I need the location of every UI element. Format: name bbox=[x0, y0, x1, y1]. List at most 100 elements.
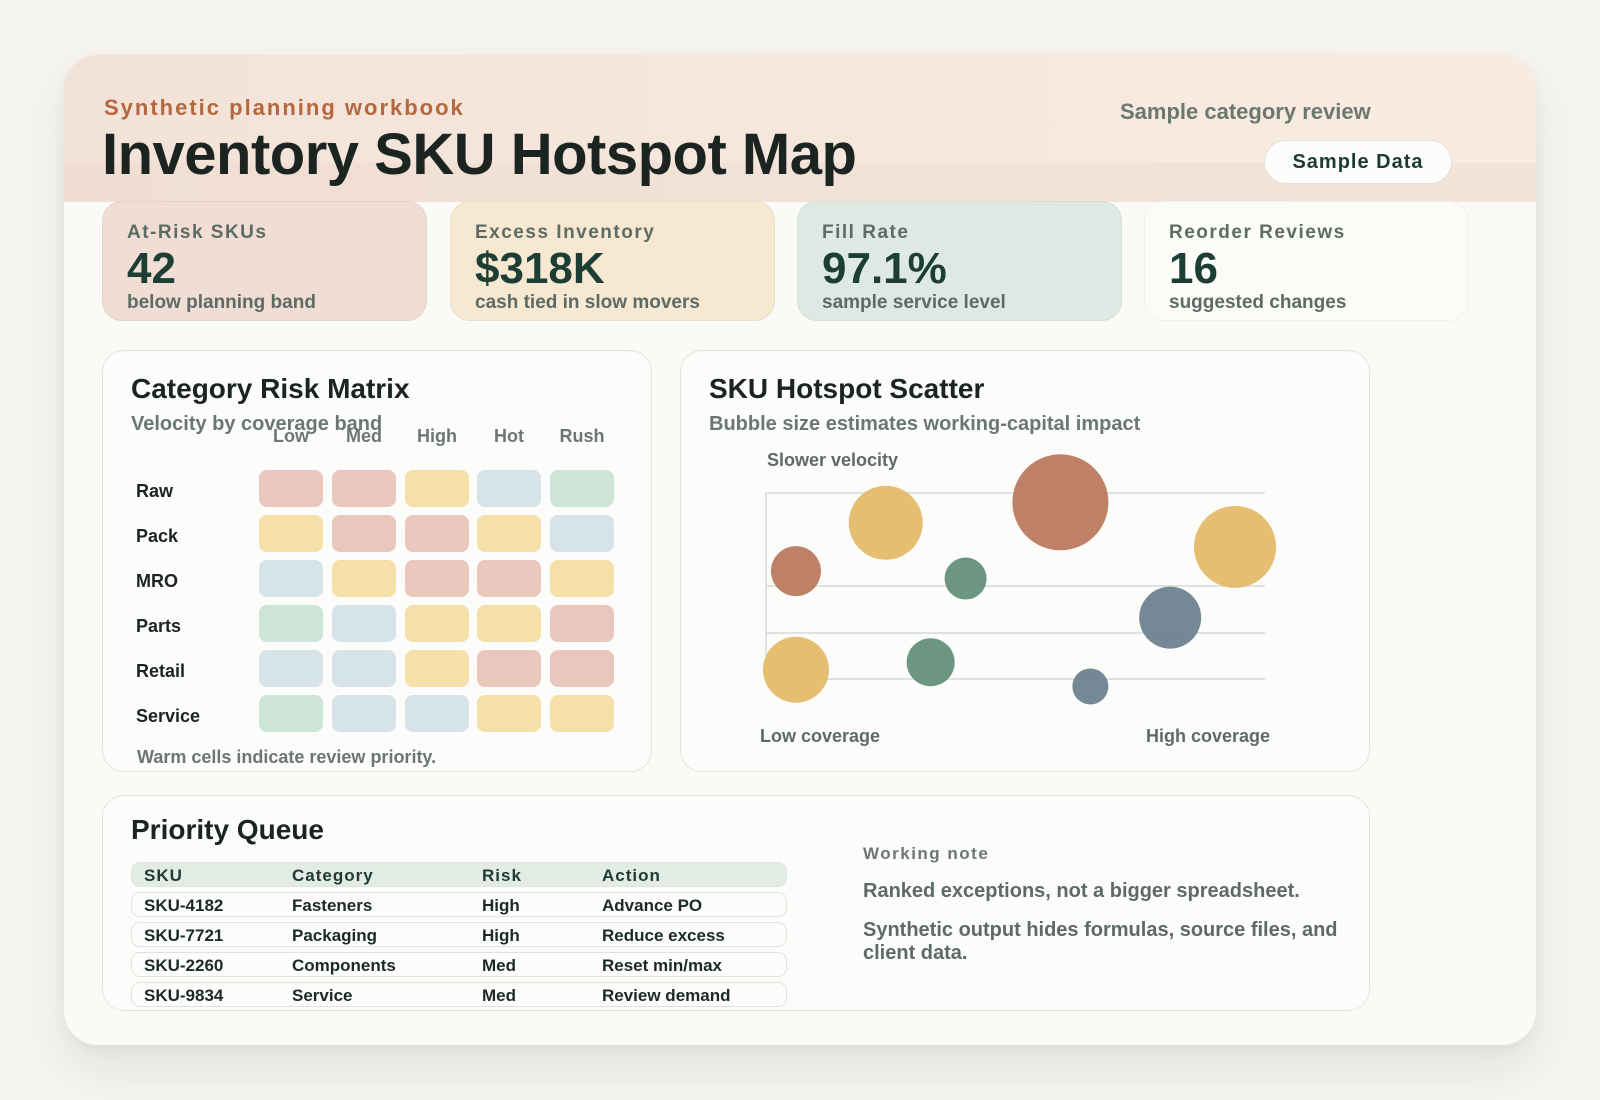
sku-bubble[interactable] bbox=[944, 557, 987, 600]
sku-bubble[interactable] bbox=[1194, 505, 1277, 588]
sku-bubble[interactable] bbox=[906, 638, 955, 687]
sku-bubble[interactable] bbox=[770, 546, 821, 597]
queue-title: Priority Queue bbox=[131, 814, 324, 845]
table-row[interactable]: SKU-4182 Fasteners High Advance PO bbox=[131, 892, 787, 917]
matrix-cell[interactable] bbox=[332, 650, 396, 687]
matrix-cell[interactable] bbox=[405, 695, 469, 732]
matrix-column-label: Med bbox=[346, 426, 382, 446]
matrix-column-label: Hot bbox=[494, 426, 524, 446]
sample-data-badge[interactable]: Sample Data bbox=[1264, 140, 1452, 184]
table-row[interactable]: SKU-7721 Packaging High Reduce excess bbox=[131, 922, 787, 947]
priority-queue-panel: Priority Queue SKU Category Risk Action … bbox=[102, 795, 1370, 1011]
matrix-cell[interactable] bbox=[477, 605, 541, 642]
matrix-row-label: Parts bbox=[136, 616, 182, 636]
action-cell: Reset min/max bbox=[602, 956, 722, 975]
matrix-cell[interactable] bbox=[477, 695, 541, 732]
matrix-cell[interactable] bbox=[405, 515, 469, 552]
sku-bubble[interactable] bbox=[1012, 454, 1109, 551]
action-cell: Review demand bbox=[602, 986, 731, 1005]
category-cell: Packaging bbox=[292, 926, 378, 945]
risk-cell: High bbox=[482, 926, 520, 945]
matrix-row-label: MRO bbox=[136, 571, 178, 591]
kpi-note: below planning band bbox=[127, 292, 316, 314]
scatter-subtitle: Bubble size estimates working-capital im… bbox=[709, 413, 1141, 435]
risk-cell: Med bbox=[482, 956, 516, 975]
matrix-cell[interactable] bbox=[550, 605, 614, 642]
matrix-cell[interactable] bbox=[259, 560, 323, 597]
workbook-eyebrow: Synthetic planning workbook bbox=[104, 95, 465, 120]
matrix-cell[interactable] bbox=[405, 650, 469, 687]
kpi-label: Excess Inventory bbox=[475, 222, 656, 243]
column-header: SKU bbox=[144, 866, 183, 885]
table-row[interactable]: SKU-2260 Components Med Reset min/max bbox=[131, 952, 787, 977]
matrix-cell[interactable] bbox=[550, 695, 614, 732]
matrix-cell[interactable] bbox=[477, 515, 541, 552]
sku-bubble[interactable] bbox=[848, 485, 923, 560]
matrix-cell[interactable] bbox=[477, 560, 541, 597]
matrix-cell[interactable] bbox=[259, 515, 323, 552]
matrix-cell[interactable] bbox=[332, 470, 396, 507]
kpi-label: Fill Rate bbox=[822, 222, 910, 243]
sku-bubble[interactable] bbox=[762, 636, 829, 703]
matrix-cell[interactable] bbox=[405, 560, 469, 597]
kpi-value: $318K bbox=[475, 244, 605, 293]
kpi-note: suggested changes bbox=[1169, 292, 1347, 314]
y-axis-label: Slower velocity bbox=[767, 450, 899, 470]
category-cell: Service bbox=[292, 986, 353, 1005]
matrix-cell[interactable] bbox=[259, 695, 323, 732]
scatter-title: SKU Hotspot Scatter bbox=[709, 373, 985, 404]
action-cell: Advance PO bbox=[602, 896, 703, 915]
matrix-cell[interactable] bbox=[405, 605, 469, 642]
matrix-cell[interactable] bbox=[259, 470, 323, 507]
matrix-title: Category Risk Matrix bbox=[131, 373, 410, 404]
column-header: Action bbox=[602, 866, 661, 885]
risk-cell: High bbox=[482, 896, 520, 915]
action-cell: Reduce excess bbox=[602, 926, 725, 945]
matrix-cell[interactable] bbox=[550, 650, 614, 687]
matrix-cell[interactable] bbox=[550, 470, 614, 507]
kpi-value: 16 bbox=[1169, 244, 1218, 293]
category-risk-matrix-panel: Category Risk Matrix Velocity by coverag… bbox=[102, 350, 652, 772]
sku-cell: SKU-9834 bbox=[144, 986, 224, 1005]
working-note-line: Ranked exceptions, not a bigger spreadsh… bbox=[863, 880, 1300, 902]
table-row[interactable]: SKU-9834 Service Med Review demand bbox=[131, 982, 787, 1007]
dashboard-card: Synthetic planning workbook Inventory SK… bbox=[64, 55, 1536, 1045]
column-header: Category bbox=[292, 866, 374, 885]
kpi-value: 42 bbox=[127, 244, 176, 293]
matrix-column-label: Low bbox=[273, 426, 309, 446]
matrix-note: Warm cells indicate review priority. bbox=[137, 747, 437, 767]
matrix-row-label: Service bbox=[136, 706, 201, 726]
matrix-row-label: Retail bbox=[136, 661, 186, 681]
sku-cell: SKU-4182 bbox=[144, 896, 224, 915]
working-note-label: Working note bbox=[863, 844, 990, 863]
matrix-cell[interactable] bbox=[550, 515, 614, 552]
matrix-cell[interactable] bbox=[332, 605, 396, 642]
matrix-cell[interactable] bbox=[259, 650, 323, 687]
kpi-label: Reorder Reviews bbox=[1169, 222, 1346, 243]
matrix-cell[interactable] bbox=[332, 695, 396, 732]
matrix-cell[interactable] bbox=[550, 560, 614, 597]
kpi-reorder-reviews: Reorder Reviews 16 suggested changes bbox=[1144, 201, 1469, 321]
x-axis-low-label: Low coverage bbox=[760, 726, 881, 746]
category-cell: Fasteners bbox=[292, 896, 373, 915]
kpi-label: At-Risk SKUs bbox=[127, 222, 268, 243]
sku-cell: SKU-2260 bbox=[144, 956, 224, 975]
sku-bubble[interactable] bbox=[1072, 668, 1109, 705]
matrix-cell[interactable] bbox=[332, 560, 396, 597]
matrix-cell[interactable] bbox=[405, 470, 469, 507]
matrix-cell[interactable] bbox=[259, 605, 323, 642]
matrix-row-label: Pack bbox=[136, 526, 179, 546]
kpi-value: 97.1% bbox=[822, 244, 947, 293]
matrix-cell[interactable] bbox=[332, 515, 396, 552]
table-header-row: SKU Category Risk Action bbox=[131, 862, 787, 887]
sku-hotspot-scatter-panel: SKU Hotspot Scatter Bubble size estimate… bbox=[680, 350, 1370, 772]
sku-cell: SKU-7721 bbox=[144, 926, 224, 945]
matrix-row-label: Raw bbox=[136, 481, 174, 501]
matrix-cell[interactable] bbox=[477, 650, 541, 687]
sku-bubble[interactable] bbox=[1139, 586, 1202, 649]
scatter-plot bbox=[762, 454, 1277, 705]
kpi-at-risk: At-Risk SKUs 42 below planning band bbox=[102, 201, 427, 321]
matrix-column-label: Rush bbox=[559, 426, 605, 446]
risk-cell: Med bbox=[482, 986, 516, 1005]
matrix-cell[interactable] bbox=[477, 470, 541, 507]
